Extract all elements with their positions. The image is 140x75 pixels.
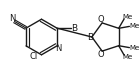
Text: N: N <box>9 14 15 23</box>
Text: O: O <box>98 15 104 24</box>
Text: Me: Me <box>122 54 132 60</box>
Text: B: B <box>87 32 93 41</box>
Text: Me: Me <box>129 45 139 51</box>
Text: Me: Me <box>122 14 132 20</box>
Text: N: N <box>55 44 61 53</box>
Text: B: B <box>72 24 78 33</box>
Text: O: O <box>98 50 104 59</box>
Text: Me: Me <box>129 23 139 29</box>
Text: Cl: Cl <box>29 52 38 61</box>
